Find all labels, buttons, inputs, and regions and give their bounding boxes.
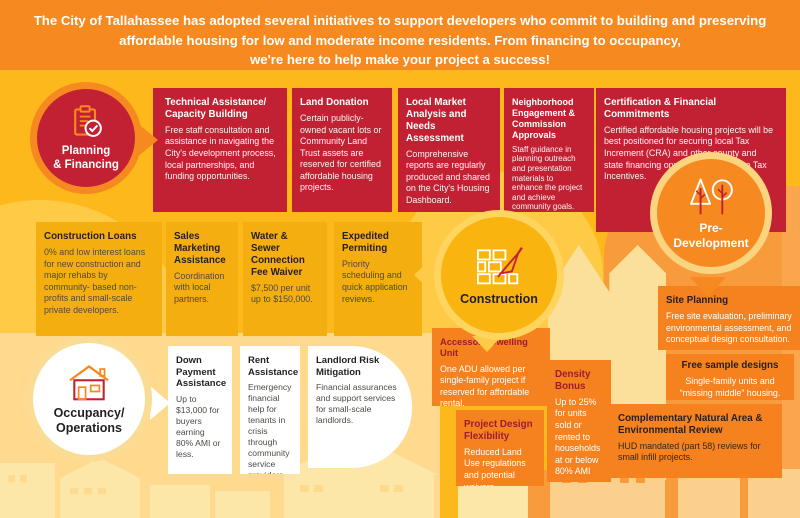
card-title: Construction Loans <box>44 231 137 242</box>
card-title: Complementary Natural Area & Environment… <box>618 413 763 436</box>
arrow-occupancy-right <box>150 386 170 420</box>
card-body: Free site evaluation, preliminary enviro… <box>666 310 792 345</box>
card-neighborhood-engagement: Neighborhood Engagement & Commission App… <box>504 88 594 212</box>
clipboard-check-icon <box>68 104 104 145</box>
header-line-3: we're here to help make your project a s… <box>250 52 550 68</box>
trowel-bricks-icon <box>473 243 525 292</box>
card-rent-assistance: Rent Assistance Emergency financial help… <box>240 346 300 474</box>
card-title: Density Bonus <box>555 369 591 392</box>
phase-label: Pre-Development <box>673 221 749 250</box>
arrow-predevelopment-down <box>690 277 726 297</box>
card-title: Certification & Financial Commitments <box>604 97 717 120</box>
card-water-sewer-waiver: Water & Sewer Connection Fee Waiver $7,5… <box>243 222 327 336</box>
card-title: Project Design Flexibility <box>464 419 533 442</box>
card-title: Rent Assistance <box>248 355 299 378</box>
card-body: Priority scheduling and quick applicatio… <box>342 258 408 304</box>
card-title: Landlord Risk Mitigation <box>316 355 380 378</box>
card-free-sample-designs: Free sample designs Single-family units … <box>666 354 794 400</box>
phase-label: Construction <box>460 292 538 307</box>
header-line-1: The City of Tallahassee has adopted seve… <box>33 13 767 28</box>
card-body: Up to $13,000 for buyers earning 80% AMI… <box>176 393 221 459</box>
card-body: Staff guidance in planning outreach and … <box>512 144 583 212</box>
card-site-planning: Site Planning Free site evaluation, prel… <box>658 286 800 350</box>
phase-label: Planning <box>61 144 111 157</box>
phase-construction: Construction <box>434 210 564 340</box>
card-body: Certain publicly-owned vacant lots or Co… <box>300 112 382 193</box>
card-technical-assistance: Technical Assistance/ Capacity Building … <box>153 88 287 212</box>
phase-label: Operations <box>56 420 122 435</box>
card-body: Free staff consultation and assistance i… <box>165 124 276 182</box>
card-body: $7,500 per unit up to $150,000. <box>251 282 313 305</box>
phase-label: & Financing <box>53 158 119 171</box>
phase-label: Occupancy/ <box>53 405 125 420</box>
card-body: 0% and low interest loans for new constr… <box>44 246 146 315</box>
card-body: Emergency financial help for tenants in … <box>248 382 292 474</box>
card-title: Water & Sewer Connection Fee Waiver <box>251 231 305 278</box>
arrow-construction-left <box>414 258 432 292</box>
card-land-donation: Land Donation Certain publicly-owned vac… <box>292 88 392 212</box>
card-project-design-flexibility: Project Design Flexibility Reduced Land … <box>456 410 544 486</box>
card-title: Free sample designs <box>681 360 779 371</box>
header-banner: The City of Tallahassee has adopted seve… <box>0 0 800 70</box>
card-body: HUD mandated (part 58) reviews for small… <box>618 440 761 463</box>
card-body: Comprehensive reports are regularly prod… <box>406 148 490 206</box>
card-body: One ADU allowed per single-family projec… <box>440 363 530 406</box>
card-body: Reduced Land Use regulations and potenti… <box>464 446 526 486</box>
card-title: Sales Marketing Assistance <box>174 231 226 266</box>
card-body: Up to 25% for units sold or rented to ho… <box>555 396 601 477</box>
house-icon <box>66 363 112 406</box>
card-title: Down Payment Assistance <box>176 355 227 390</box>
card-local-market-analysis: Local Market Analysis and Needs Assessme… <box>398 88 500 212</box>
card-title: Technical Assistance/ Capacity Building <box>165 97 267 120</box>
card-body: Single-family units and “missing middle”… <box>679 375 781 398</box>
card-title: Land Donation <box>300 97 369 108</box>
card-title: Site Planning <box>666 295 729 306</box>
card-title: Local Market Analysis and Needs Assessme… <box>406 97 467 144</box>
phase-pre-development: Pre-Development <box>650 152 772 274</box>
card-construction-loans: Construction Loans 0% and low interest l… <box>36 222 162 336</box>
card-environmental-review: Complementary Natural Area & Environment… <box>610 404 782 478</box>
card-sales-marketing: Sales Marketing Assistance Coordination … <box>166 222 238 336</box>
phase-occupancy-operations: Occupancy/ Operations <box>26 336 152 462</box>
card-body: Coordination with local partners. <box>174 270 225 304</box>
header-line-2: affordable housing for low and moderate … <box>119 32 681 48</box>
trees-icon <box>686 176 736 221</box>
card-down-payment-assistance: Down Payment Assistance Up to $13,000 fo… <box>168 346 232 474</box>
card-title: Neighborhood Engagement & Commission App… <box>512 97 576 140</box>
phase-planning-financing: Planning & Financing <box>30 82 142 194</box>
arrow-construction-down <box>472 336 502 352</box>
card-landlord-risk-mitigation: Landlord Risk Mitigation Financial assur… <box>308 346 412 468</box>
card-body: Financial assurances and support service… <box>316 382 397 426</box>
building-column-silhouette <box>782 186 800 518</box>
card-expedited-permitting: Expedited Permiting Priority scheduling … <box>334 222 422 336</box>
card-density-bonus: Density Bonus Up to 25% for units sold o… <box>547 360 611 482</box>
card-title: Expedited Permiting <box>342 231 389 254</box>
